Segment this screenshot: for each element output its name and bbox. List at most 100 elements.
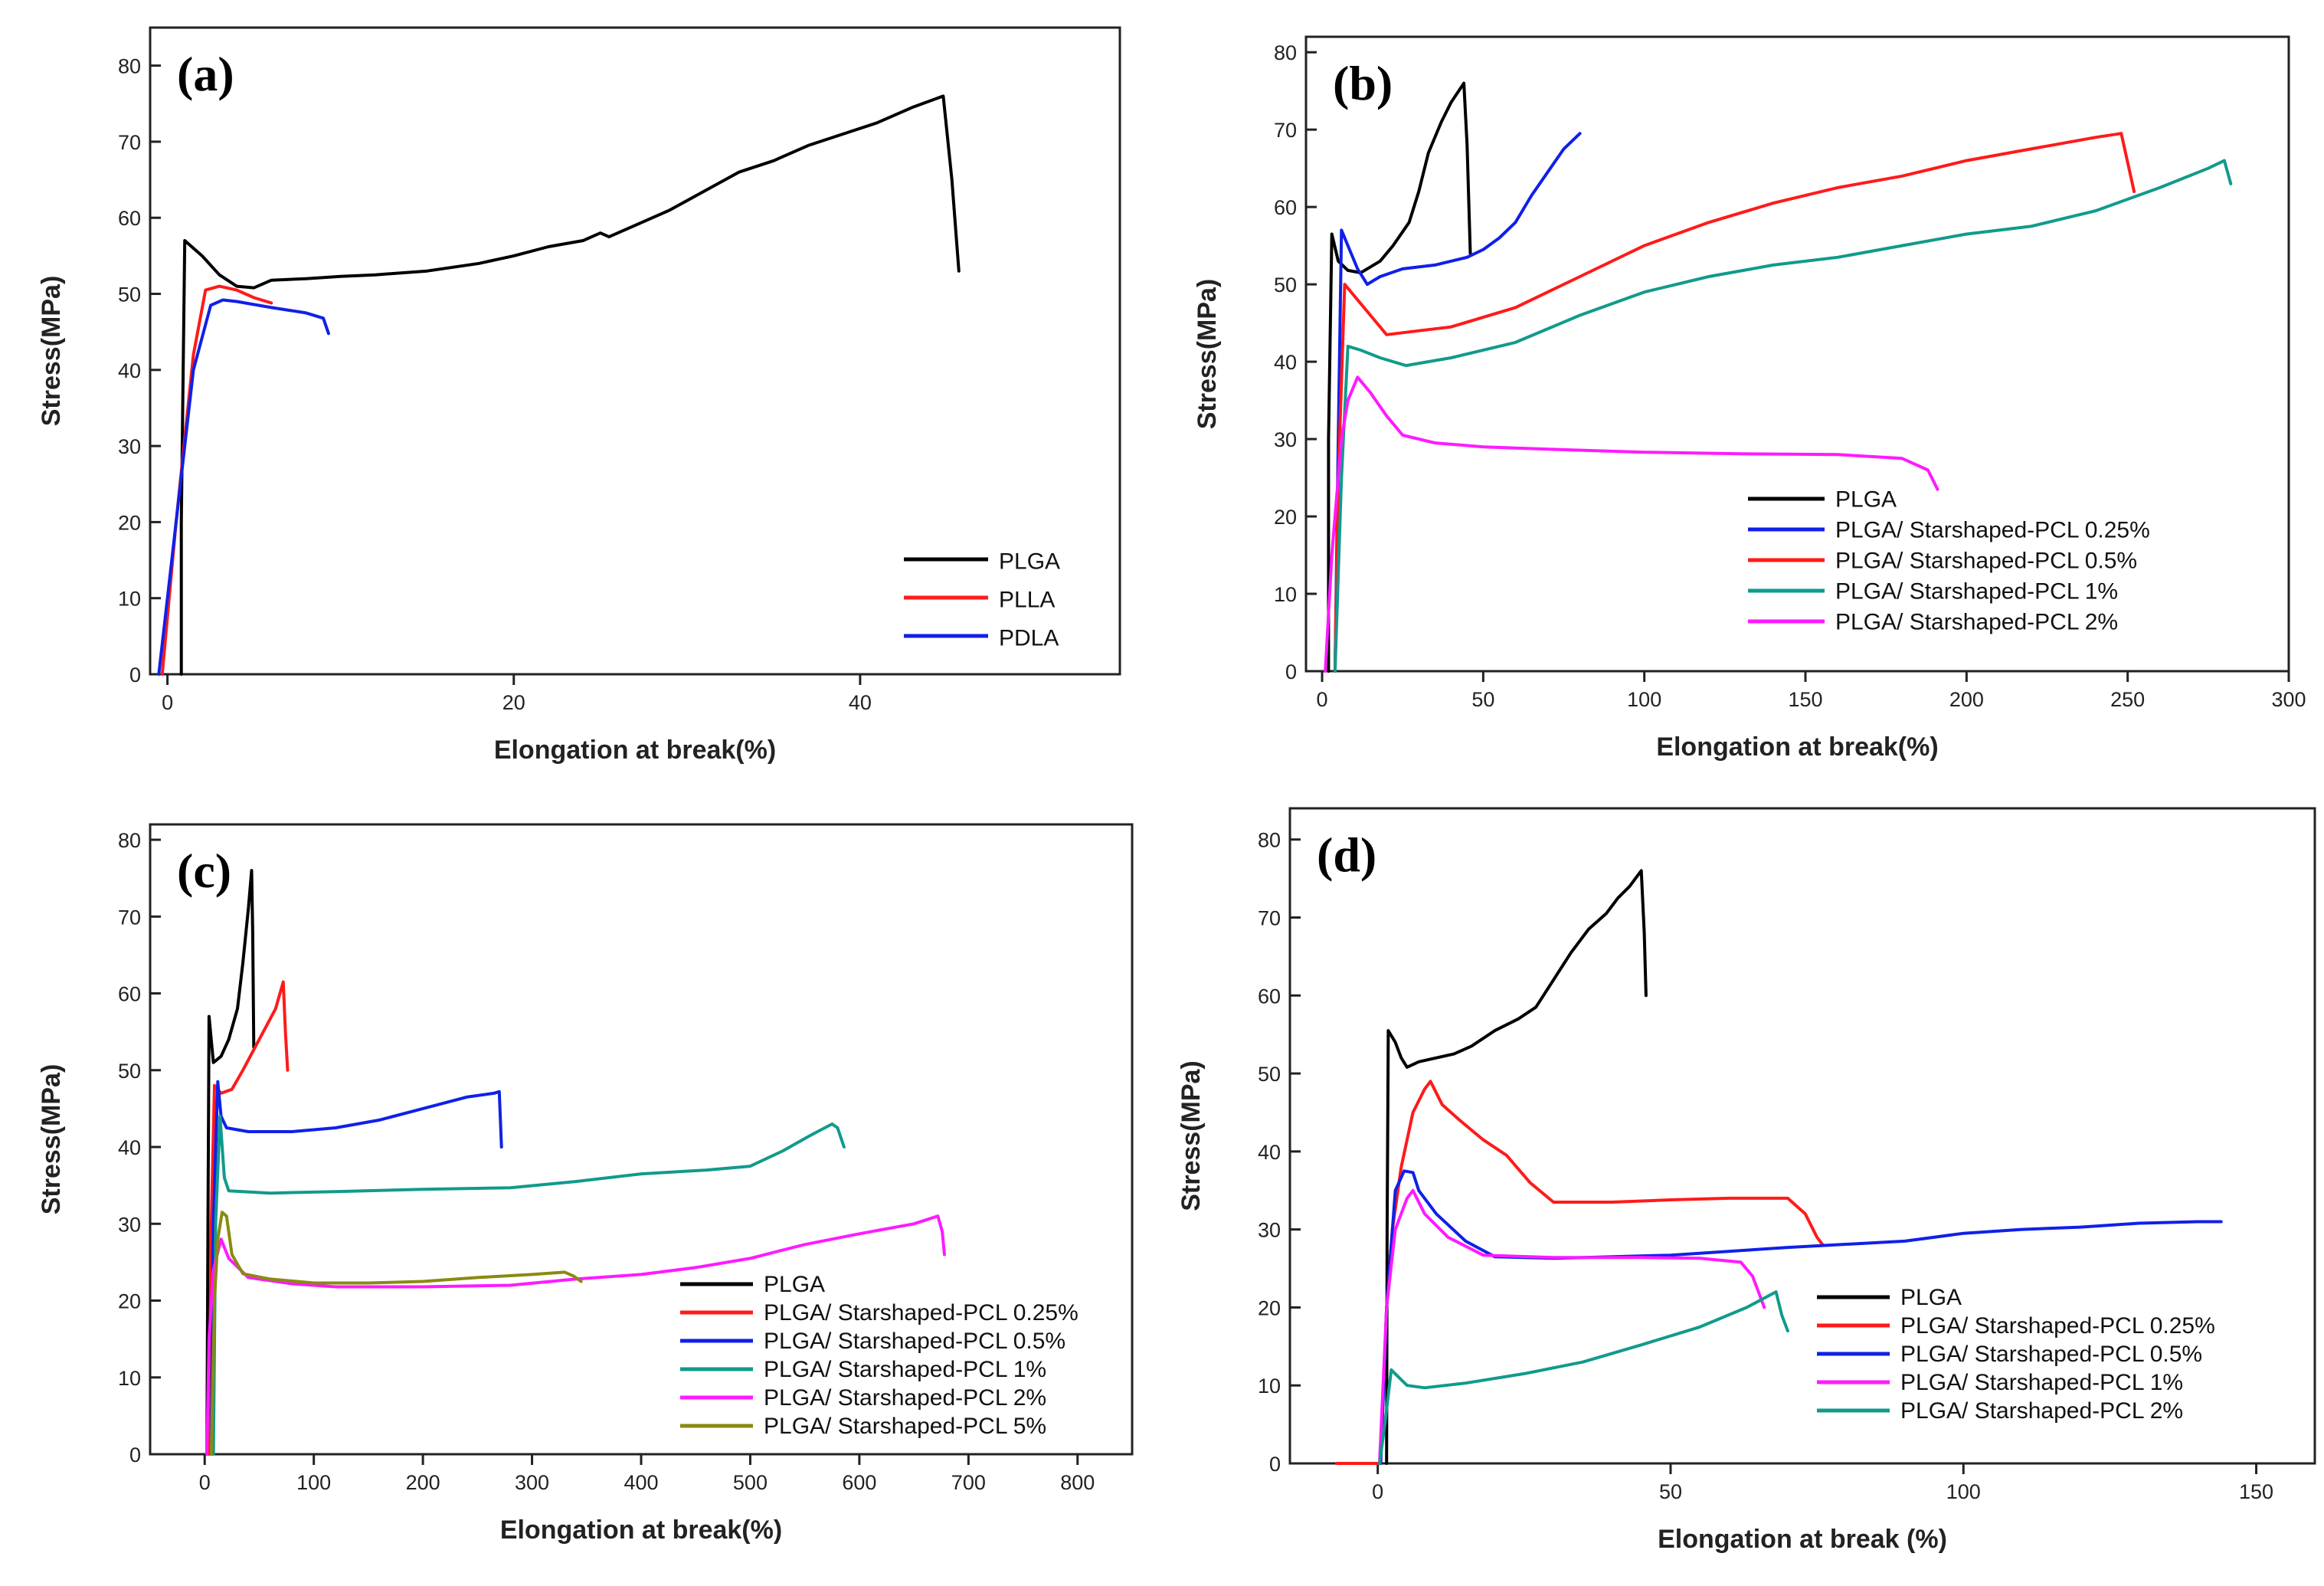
y-tick-label: 40 bbox=[118, 1136, 141, 1159]
series-line-1 bbox=[1333, 132, 1582, 673]
series-line-2 bbox=[209, 1080, 503, 1456]
y-axis-title: Stress(MPa) bbox=[1177, 1060, 1206, 1211]
y-tick-label: 70 bbox=[118, 906, 141, 929]
legend-label: PLGA/ Starshaped-PCL 0.5% bbox=[1900, 1342, 2202, 1367]
x-tick-label: 100 bbox=[1627, 688, 1661, 711]
series-line-4 bbox=[205, 1214, 946, 1456]
series-line-3 bbox=[211, 1114, 846, 1456]
series-line-4 bbox=[1378, 1290, 1789, 1465]
x-tick-label: 500 bbox=[733, 1471, 768, 1494]
plot-frame bbox=[1304, 35, 2290, 673]
y-tick-label: 60 bbox=[1274, 196, 1297, 219]
x-tick-label: 200 bbox=[406, 1471, 440, 1494]
x-tick-label: 0 bbox=[1372, 1480, 1383, 1503]
y-tick-label: 0 bbox=[129, 664, 141, 687]
x-tick-label: 0 bbox=[1317, 688, 1328, 711]
y-tick-label: 10 bbox=[118, 588, 141, 611]
y-tick-label: 40 bbox=[1258, 1141, 1281, 1164]
y-tick-label: 20 bbox=[1258, 1296, 1281, 1319]
legend-label: PLGA/ Starshaped-PCL 0.25% bbox=[1835, 518, 2150, 543]
series-line-2 bbox=[157, 298, 330, 676]
x-tick-label: 100 bbox=[296, 1471, 331, 1494]
x-axis-title: Elongation at break(%) bbox=[500, 1516, 782, 1545]
y-tick-label: 70 bbox=[1274, 119, 1297, 142]
y-tick-label: 20 bbox=[1274, 506, 1297, 529]
y-tick-label: 40 bbox=[1274, 351, 1297, 374]
series-line-2 bbox=[1333, 132, 2136, 673]
x-tick-label: 100 bbox=[1946, 1480, 1981, 1503]
legend-label: PLGA bbox=[764, 1272, 825, 1297]
legend-label: PLGA/ Starshaped-PCL 2% bbox=[1900, 1398, 2183, 1424]
panel-label: (d) bbox=[1317, 827, 1376, 882]
y-tick-label: 30 bbox=[1258, 1219, 1281, 1242]
y-tick-label: 50 bbox=[118, 1060, 141, 1083]
y-tick-label: 60 bbox=[118, 207, 141, 230]
x-tick-label: 250 bbox=[2110, 688, 2145, 711]
y-tick-label: 80 bbox=[1274, 41, 1297, 64]
x-tick-label: 0 bbox=[199, 1471, 211, 1494]
x-tick-label: 40 bbox=[849, 691, 872, 714]
y-tick-label: 50 bbox=[1258, 1063, 1281, 1086]
legend-label: PLGA/ Starshaped-PCL 5% bbox=[764, 1414, 1046, 1439]
series-line-0 bbox=[179, 94, 961, 676]
series-line-3 bbox=[1378, 1188, 1766, 1465]
legend-label: PLGA bbox=[999, 549, 1060, 575]
x-tick-label: 800 bbox=[1060, 1471, 1095, 1494]
chart-panel-d: 0 10 20 30 40 50 60 70 80 0 50 100 150 Elongation at … bbox=[1177, 807, 2316, 1554]
y-tick-label: 10 bbox=[118, 1367, 141, 1390]
legend-label: PLGA/ Starshaped-PCL 0.5% bbox=[1835, 549, 2137, 574]
legend-label: PLGA/ Starshaped-PCL 1% bbox=[1900, 1370, 2183, 1395]
legend-label: PLGA/ Starshaped-PCL 1% bbox=[764, 1357, 1046, 1382]
x-tick-label: 200 bbox=[1949, 688, 1984, 711]
x-tick-label: 300 bbox=[2271, 688, 2306, 711]
legend-label: PLGA bbox=[1900, 1285, 1962, 1310]
y-tick-label: 80 bbox=[118, 829, 141, 852]
x-tick-label: 50 bbox=[1471, 688, 1494, 711]
y-tick-label: 70 bbox=[118, 131, 141, 154]
y-tick-label: 0 bbox=[129, 1443, 141, 1466]
legend-label: PLGA/ Starshaped-PCL 0.25% bbox=[764, 1300, 1079, 1325]
legend-label: PLGA bbox=[1835, 487, 1897, 513]
series-line-1 bbox=[207, 980, 290, 1456]
x-tick-label: 600 bbox=[842, 1471, 876, 1494]
y-axis-title: Stress(MPa) bbox=[37, 276, 66, 427]
y-tick-label: 60 bbox=[118, 983, 141, 1006]
legend-label: PDLA bbox=[999, 626, 1059, 651]
legend: PLGA PLGA/ Starshaped-PCL 0.25% PLGA/ Star… bbox=[1817, 1285, 2215, 1424]
y-tick-label: 50 bbox=[1274, 274, 1297, 297]
x-axis-title: Elongation at break(%) bbox=[1656, 732, 1938, 762]
y-tick-label: 30 bbox=[118, 435, 141, 458]
legend: PLGA PLLA PDLA bbox=[904, 549, 1060, 651]
y-tick-label: 10 bbox=[1274, 583, 1297, 606]
x-tick-label: 300 bbox=[515, 1471, 549, 1494]
panel-label: (a) bbox=[177, 47, 234, 101]
series-line-3 bbox=[1333, 159, 2233, 673]
legend-label: PLGA/ Starshaped-PCL 1% bbox=[1835, 579, 2118, 605]
series-line-5 bbox=[209, 1211, 583, 1456]
series-line-0 bbox=[1327, 81, 1472, 673]
series-line-0 bbox=[1385, 869, 1648, 1465]
y-axis-title: Stress(MPa) bbox=[1193, 279, 1222, 430]
series-line-0 bbox=[205, 869, 256, 1456]
chart-panel-a: 0 10 20 30 40 50 60 70 80 0 20 40 Elongation at brea… bbox=[37, 26, 1121, 765]
y-tick-label: 10 bbox=[1258, 1375, 1281, 1398]
legend-label: PLGA/ Starshaped-PCL 0.25% bbox=[1900, 1313, 2215, 1339]
x-axis-title: Elongation at break (%) bbox=[1658, 1525, 1947, 1554]
x-tick-label: 20 bbox=[502, 691, 525, 714]
y-tick-label: 80 bbox=[118, 55, 141, 78]
x-tick-label: 50 bbox=[1659, 1480, 1682, 1503]
chart-panel-b: 0 10 20 30 40 50 60 70 80 0 50 100 150 200 250 300 Elong… bbox=[1193, 35, 2306, 762]
x-tick-label: 150 bbox=[2239, 1480, 2273, 1503]
x-tick-label: 0 bbox=[162, 691, 173, 714]
series-line-4 bbox=[1324, 375, 1939, 673]
y-tick-label: 0 bbox=[1269, 1453, 1281, 1476]
plot-frame bbox=[149, 26, 1121, 676]
x-tick-label: 700 bbox=[951, 1471, 986, 1494]
y-tick-label: 20 bbox=[118, 511, 141, 534]
y-tick-label: 40 bbox=[118, 359, 141, 382]
legend-label: PLGA/ Starshaped-PCL 0.5% bbox=[764, 1329, 1065, 1354]
panel-label: (c) bbox=[177, 844, 231, 898]
x-tick-label: 400 bbox=[624, 1471, 658, 1494]
